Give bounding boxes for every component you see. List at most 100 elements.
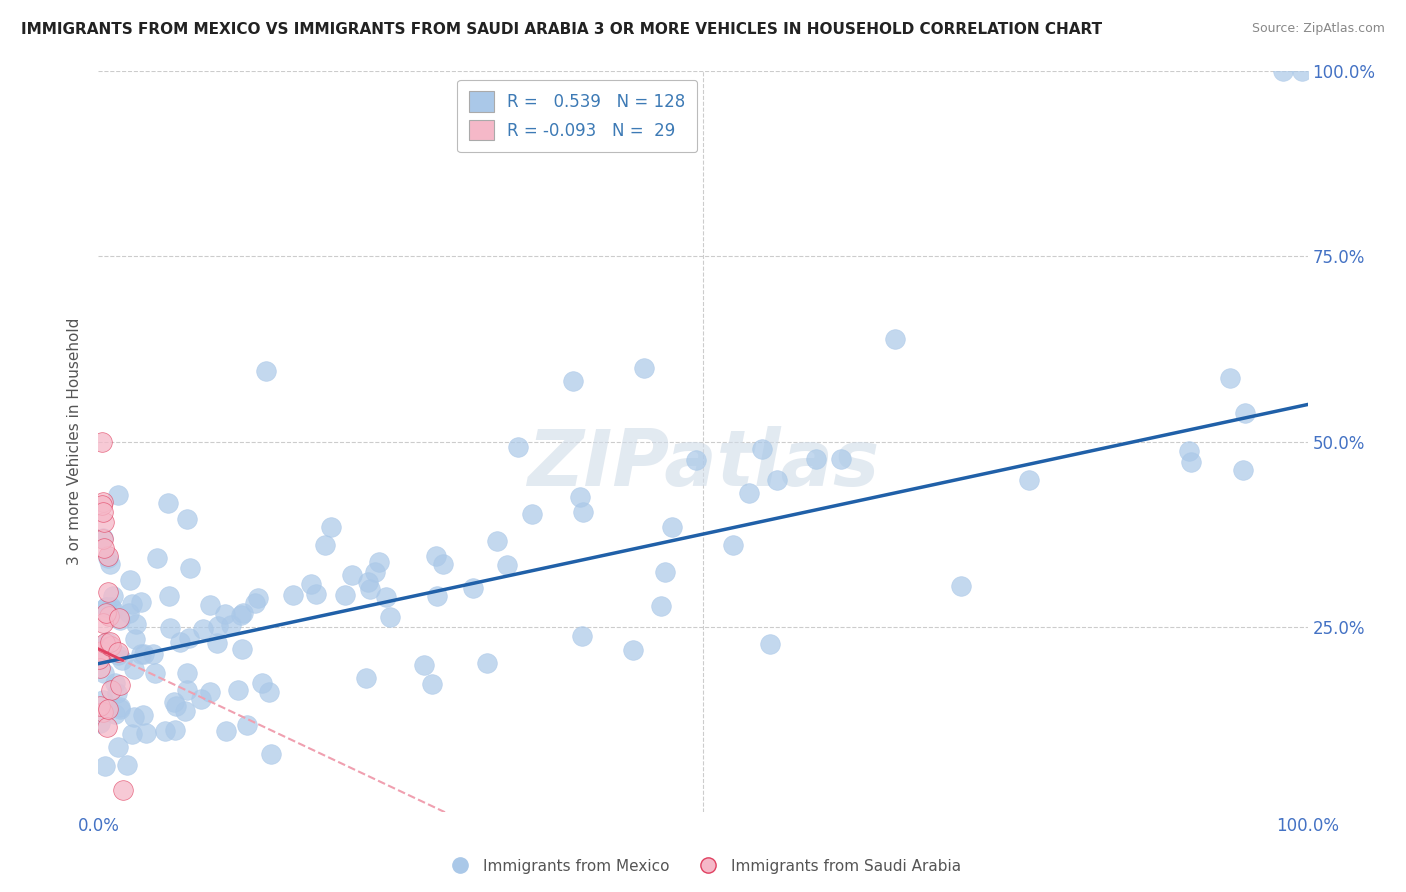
Point bbox=[174, 704, 197, 718]
Point bbox=[214, 607, 236, 621]
Point bbox=[751, 442, 773, 457]
Point bbox=[108, 611, 131, 625]
Point bbox=[110, 653, 132, 667]
Point bbox=[94, 599, 117, 614]
Point bbox=[159, 590, 181, 604]
Point bbox=[131, 707, 153, 722]
Point bbox=[219, 618, 242, 632]
Point bbox=[830, 451, 852, 466]
Point bbox=[250, 676, 273, 690]
Point bbox=[97, 702, 120, 716]
Point bbox=[143, 666, 166, 681]
Point bbox=[1180, 455, 1202, 469]
Point bbox=[232, 606, 254, 620]
Point bbox=[100, 683, 122, 698]
Point bbox=[804, 452, 827, 467]
Point bbox=[198, 599, 221, 613]
Point bbox=[179, 561, 201, 575]
Point bbox=[98, 608, 121, 623]
Point bbox=[89, 660, 111, 674]
Point bbox=[120, 573, 142, 587]
Point bbox=[89, 639, 111, 653]
Point bbox=[1272, 64, 1295, 78]
Point bbox=[562, 374, 585, 388]
Point bbox=[87, 652, 110, 666]
Point bbox=[432, 557, 454, 571]
Point bbox=[207, 619, 229, 633]
Point bbox=[107, 645, 129, 659]
Point bbox=[108, 699, 131, 714]
Point bbox=[146, 550, 169, 565]
Point bbox=[91, 616, 114, 631]
Point bbox=[98, 634, 121, 648]
Point bbox=[495, 558, 517, 572]
Point bbox=[101, 590, 124, 604]
Point bbox=[93, 541, 115, 555]
Point bbox=[98, 639, 121, 653]
Point bbox=[108, 678, 131, 692]
Point bbox=[90, 498, 112, 512]
Point bbox=[122, 662, 145, 676]
Legend: R =   0.539   N = 128, R = -0.093   N =  29: R = 0.539 N = 128, R = -0.093 N = 29 bbox=[457, 79, 697, 152]
Point bbox=[198, 685, 221, 699]
Point bbox=[1232, 463, 1254, 477]
Point bbox=[413, 657, 436, 672]
Point bbox=[97, 551, 120, 566]
Point bbox=[131, 647, 153, 661]
Point bbox=[91, 532, 114, 546]
Point bbox=[231, 642, 253, 657]
Point bbox=[205, 636, 228, 650]
Point bbox=[357, 575, 380, 590]
Point bbox=[91, 533, 114, 547]
Point bbox=[101, 603, 124, 617]
Point bbox=[229, 607, 252, 622]
Point bbox=[193, 622, 215, 636]
Point bbox=[569, 490, 592, 504]
Point bbox=[97, 549, 120, 564]
Point bbox=[94, 758, 117, 772]
Point bbox=[124, 632, 146, 646]
Point bbox=[129, 595, 152, 609]
Text: IMMIGRANTS FROM MEXICO VS IMMIGRANTS FROM SAUDI ARABIA 3 OR MORE VEHICLES IN HOU: IMMIGRANTS FROM MEXICO VS IMMIGRANTS FRO… bbox=[21, 22, 1102, 37]
Point bbox=[621, 643, 644, 657]
Point bbox=[1018, 473, 1040, 487]
Point bbox=[461, 581, 484, 595]
Point bbox=[299, 576, 322, 591]
Point bbox=[94, 600, 117, 615]
Point bbox=[107, 740, 129, 755]
Text: ZIPatlas: ZIPatlas bbox=[527, 425, 879, 502]
Point bbox=[135, 726, 157, 740]
Point bbox=[97, 585, 120, 599]
Point bbox=[104, 676, 127, 690]
Point bbox=[89, 715, 111, 730]
Point bbox=[125, 616, 148, 631]
Point bbox=[94, 606, 117, 620]
Point bbox=[738, 485, 761, 500]
Point bbox=[215, 723, 238, 738]
Point bbox=[661, 519, 683, 533]
Point bbox=[1219, 371, 1241, 385]
Point bbox=[236, 718, 259, 732]
Point bbox=[100, 599, 122, 614]
Point bbox=[190, 691, 212, 706]
Point bbox=[333, 588, 356, 602]
Point bbox=[105, 686, 128, 700]
Point bbox=[159, 621, 181, 635]
Point bbox=[93, 636, 115, 650]
Point bbox=[91, 494, 114, 508]
Point bbox=[91, 693, 114, 707]
Point bbox=[257, 685, 280, 699]
Point bbox=[477, 657, 499, 671]
Text: Source: ZipAtlas.com: Source: ZipAtlas.com bbox=[1251, 22, 1385, 36]
Point bbox=[364, 565, 387, 579]
Point bbox=[107, 648, 129, 663]
Point bbox=[247, 591, 270, 605]
Point bbox=[650, 599, 672, 613]
Point bbox=[572, 505, 595, 519]
Point bbox=[721, 538, 744, 552]
Point bbox=[100, 639, 122, 653]
Point bbox=[122, 710, 145, 724]
Point bbox=[520, 507, 543, 521]
Point bbox=[108, 702, 131, 716]
Point bbox=[506, 441, 529, 455]
